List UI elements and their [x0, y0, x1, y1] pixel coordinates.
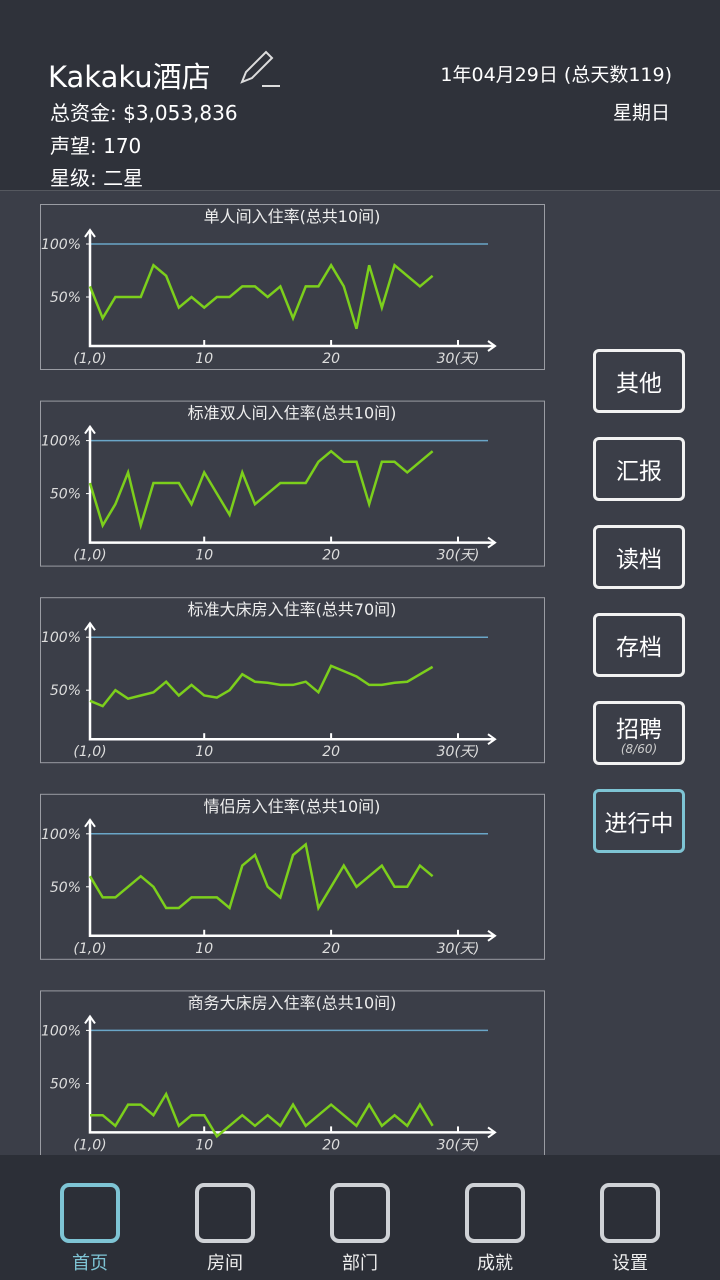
chart-frame [40, 793, 545, 960]
tab-label: 设置 [612, 1253, 648, 1274]
x-tick-label: 20 [322, 941, 340, 957]
x-tick-label: (1,0) [73, 351, 106, 367]
axes [88, 230, 495, 348]
axis-arrows [84, 621, 497, 746]
menu-button[interactable]: 汇报 [593, 437, 685, 501]
x-tick-label: 30(天) [437, 351, 480, 367]
chart-frame [40, 990, 545, 1155]
axis-arrows [84, 228, 497, 352]
bottom-nav: 首页 房间 部门 成就 设置 [0, 1155, 720, 1280]
x-tick-label: 20 [322, 744, 340, 760]
y-tick-label: 50% [50, 290, 81, 306]
tab-label: 首页 [72, 1253, 108, 1274]
button-label: 其他 [616, 371, 662, 397]
x-tick-label: (1,0) [73, 548, 106, 564]
recruit-count: (8/60) [620, 742, 658, 756]
x-tick-label: 30(天) [437, 548, 480, 564]
chart-frame [40, 400, 545, 567]
chart-title: 标准双人间入住率(总共10间) [188, 404, 397, 423]
tab-label: 房间 [207, 1253, 243, 1274]
x-tick-label: (1,0) [73, 941, 106, 957]
axes [88, 819, 495, 938]
occupancy-line [89, 664, 434, 708]
chart-title: 标准大床房入住率(总共70间) [188, 600, 397, 619]
y-tick-label: 100% [41, 1023, 81, 1039]
tab-icon [330, 1183, 390, 1243]
x-tick-label: 30(天) [437, 744, 480, 760]
menu-button[interactable]: 读档 [593, 525, 685, 589]
occupancy-line [88, 449, 434, 531]
x-tick-label: 20 [322, 548, 340, 564]
y-tick-label: 100% [41, 630, 81, 646]
axes [88, 1016, 495, 1134]
axis-arrows [84, 818, 497, 942]
tab-icon [195, 1183, 255, 1243]
y-tick-label: 100% [41, 827, 81, 843]
x-tick-label: 20 [322, 1137, 340, 1153]
charts: 单人间入住率(总共10间) 100% 50% (1,0) 10 20 30(天) 标准双人间入… [40, 204, 545, 1155]
axis-arrows [84, 424, 497, 549]
button-label: 进行中 [604, 811, 674, 837]
occupancy-line [88, 842, 434, 912]
menu-button[interactable]: 招聘 (8/60) [593, 701, 685, 765]
tab-icon [600, 1183, 660, 1243]
x-tick-label: 10 [195, 941, 213, 957]
y-tick-label: 50% [50, 880, 81, 896]
y-tick-label: 50% [50, 1076, 81, 1092]
star-level: 星级: 二星 [50, 166, 144, 190]
occupancy-line [90, 1091, 434, 1139]
chart-title: 单人间入住率(总共10间) [204, 207, 381, 226]
reputation: 声望: 170 [50, 134, 142, 158]
funds: 总资金: $3,053,836 [50, 101, 238, 125]
tab-icon [60, 1183, 120, 1243]
y-tick-label: 50% [50, 487, 81, 503]
chart-title: 情侣房入住率(总共10间) [204, 797, 381, 816]
chart-title: 商务大床房入住率(总共10间) [188, 993, 397, 1012]
menu-button[interactable]: 存档 [593, 613, 685, 677]
x-tick-label: 10 [195, 744, 213, 760]
button-label: 汇报 [616, 459, 662, 485]
x-tick-label: 10 [195, 1137, 213, 1153]
y-tick-label: 100% [41, 237, 81, 253]
chart-frame [40, 204, 545, 370]
axis-arrows [84, 1014, 497, 1139]
x-tick-label: 30(天) [437, 1137, 480, 1153]
nav-tab[interactable]: 成就 [445, 1183, 545, 1275]
button-label: 读档 [616, 547, 662, 573]
x-tick-label: 30(天) [437, 941, 480, 957]
occupancy-line [88, 262, 434, 330]
chart-frame [40, 597, 545, 764]
nav-tab[interactable]: 首页 [40, 1183, 140, 1275]
x-tick-label: 10 [195, 548, 213, 564]
hotel-name: Kakaku酒店 [48, 60, 211, 94]
edit-icon[interactable] [236, 46, 282, 90]
weekday: 星期日 [612, 102, 670, 124]
header: Kakaku酒店 总资金: $3,053,836 声望: 170 星级: 二星 … [0, 0, 720, 191]
y-tick-label: 100% [41, 434, 81, 450]
menu-button[interactable]: 进行中 [593, 789, 685, 853]
x-tick-label: 10 [195, 351, 213, 367]
menu-button[interactable]: 其他 [593, 349, 685, 413]
nav-tab[interactable]: 设置 [580, 1183, 680, 1275]
button-label: 存档 [616, 635, 662, 661]
date: 1年04月29日 (总天数119) [440, 64, 672, 86]
x-tick-label: 20 [322, 351, 340, 367]
tab-label: 部门 [342, 1253, 378, 1274]
x-tick-label: (1,0) [73, 1137, 106, 1153]
axes [88, 426, 495, 544]
tab-icon [465, 1183, 525, 1243]
nav-tab[interactable]: 房间 [175, 1183, 275, 1275]
axes [88, 623, 495, 741]
x-tick-label: (1,0) [73, 744, 106, 760]
tab-label: 成就 [477, 1253, 513, 1274]
nav-tab[interactable]: 部门 [310, 1183, 410, 1275]
y-tick-label: 50% [50, 683, 81, 699]
button-label: 招聘 [616, 717, 662, 743]
